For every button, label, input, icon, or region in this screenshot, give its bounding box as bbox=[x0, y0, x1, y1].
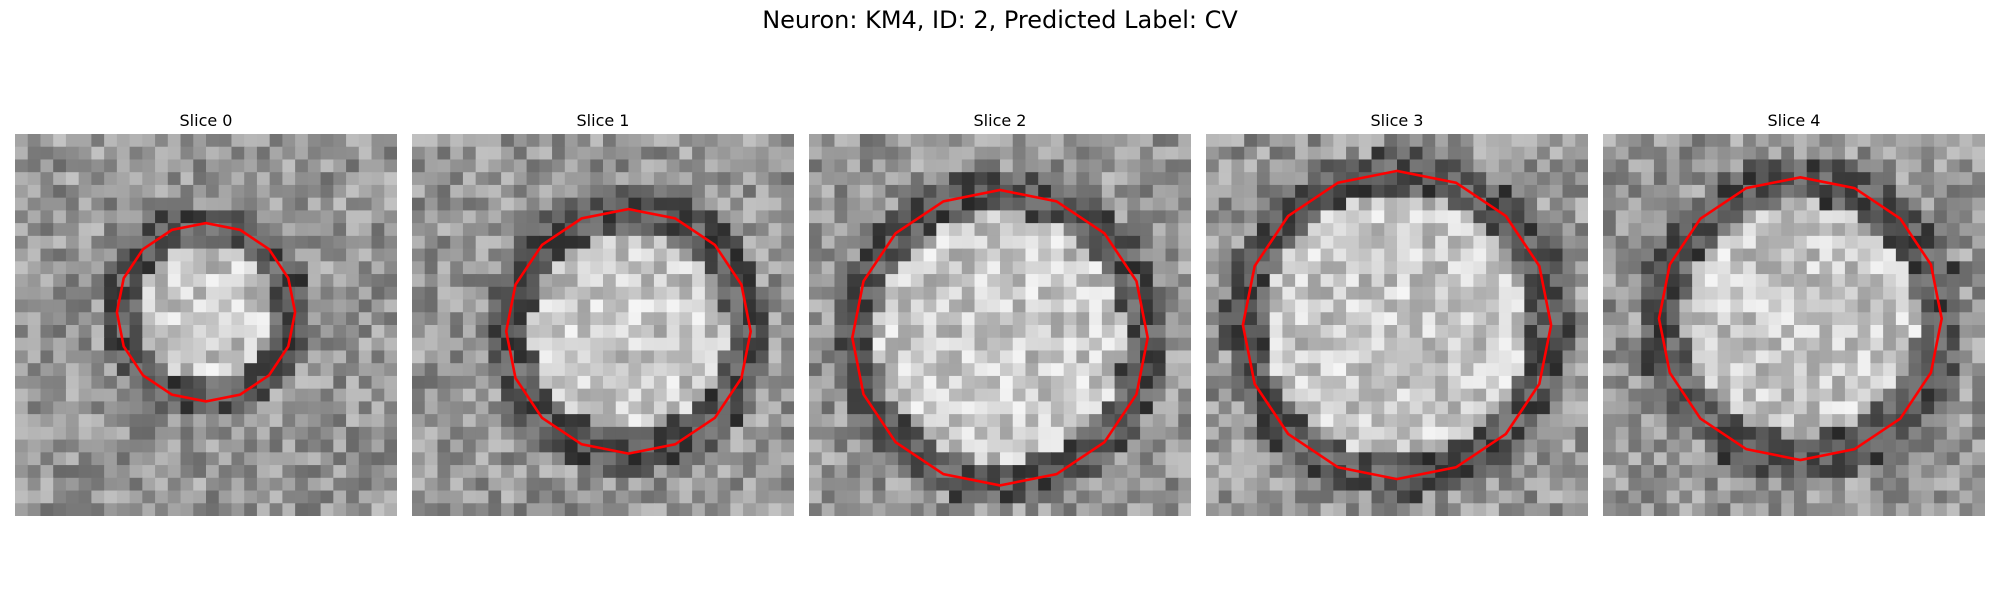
microscopy-pixels bbox=[1603, 134, 1985, 516]
slice-image bbox=[15, 134, 397, 516]
segmentation-outline bbox=[850, 188, 1150, 487]
segmentation-outline bbox=[115, 221, 297, 403]
slice-image bbox=[809, 134, 1191, 516]
microscopy-pixels bbox=[412, 134, 794, 516]
slice-panel-2: Slice 2 bbox=[809, 108, 1191, 516]
slice-title: Slice 3 bbox=[1370, 111, 1424, 130]
segmentation-outline bbox=[504, 207, 753, 455]
slice-panel-3: Slice 3 bbox=[1206, 108, 1588, 516]
slice-title: Slice 4 bbox=[1767, 111, 1821, 130]
segmentation-outline bbox=[1241, 169, 1553, 481]
slice-image bbox=[412, 134, 794, 516]
slice-panel-0: Slice 0 bbox=[15, 108, 397, 516]
slice-title: Slice 0 bbox=[179, 111, 233, 130]
microscopy-pixels bbox=[809, 134, 1191, 516]
slice-title: Slice 1 bbox=[576, 111, 630, 130]
figure-title: Neuron: KM4, ID: 2, Predicted Label: CV bbox=[762, 6, 1238, 34]
microscopy-pixels bbox=[15, 134, 397, 516]
slice-panel-4: Slice 4 bbox=[1603, 108, 1985, 516]
microscopy-pixels bbox=[1206, 134, 1588, 516]
slice-title: Slice 2 bbox=[973, 111, 1027, 130]
slice-image bbox=[1603, 134, 1985, 516]
slice-panel-1: Slice 1 bbox=[412, 108, 794, 516]
slice-image bbox=[1206, 134, 1588, 516]
segmentation-outline bbox=[1657, 175, 1944, 462]
